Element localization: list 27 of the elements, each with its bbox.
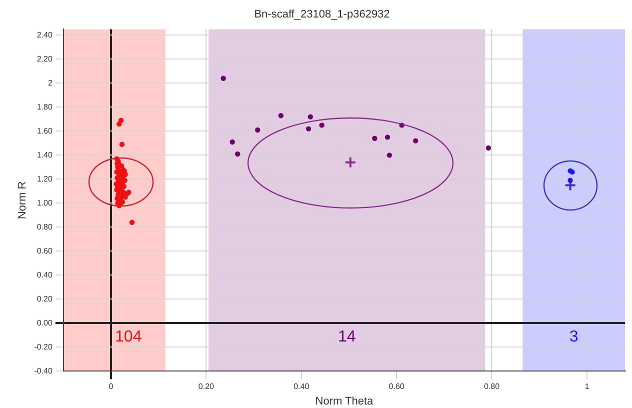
y-tick-label: 1.60 [36, 126, 53, 136]
y-tick-label: 0.40 [36, 270, 53, 280]
y-tick-label: 1.40 [36, 150, 53, 160]
x-axis-title: Norm Theta [315, 395, 374, 408]
annotation: 104 [115, 328, 142, 346]
y-tick-label: 2.20 [36, 54, 53, 64]
x-tick-label: 1 [584, 382, 590, 392]
y-axis-title: Norm R [16, 181, 29, 220]
y-tick-label: -0.20 [34, 342, 53, 352]
y-tick-label: 0.00 [36, 318, 53, 328]
y-tick-label: 0.20 [36, 294, 53, 304]
y-tick-label: 2 [48, 78, 53, 88]
y-tick-label: 1.80 [36, 102, 53, 112]
y-tick-label: 2.40 [36, 30, 53, 40]
chart-title: Bn-scaff_23108_1-p362932 [254, 8, 390, 21]
y-tick-label: 0.60 [36, 246, 53, 256]
y-tick-label: -0.40 [34, 366, 53, 376]
annotation: 3 [569, 328, 578, 346]
y-tick-label: 1.00 [36, 198, 53, 208]
x-tick-label: 0 [108, 382, 114, 392]
x-tick-label: 0.60 [388, 382, 405, 392]
x-tick-label: 0.40 [294, 382, 310, 392]
y-tick-label: 0.80 [36, 222, 53, 232]
annotation: 14 [338, 328, 356, 346]
y-tick-label: 1.20 [36, 174, 53, 184]
x-tick-label: 0.80 [484, 382, 500, 392]
x-tick-label: 0.20 [198, 382, 215, 392]
